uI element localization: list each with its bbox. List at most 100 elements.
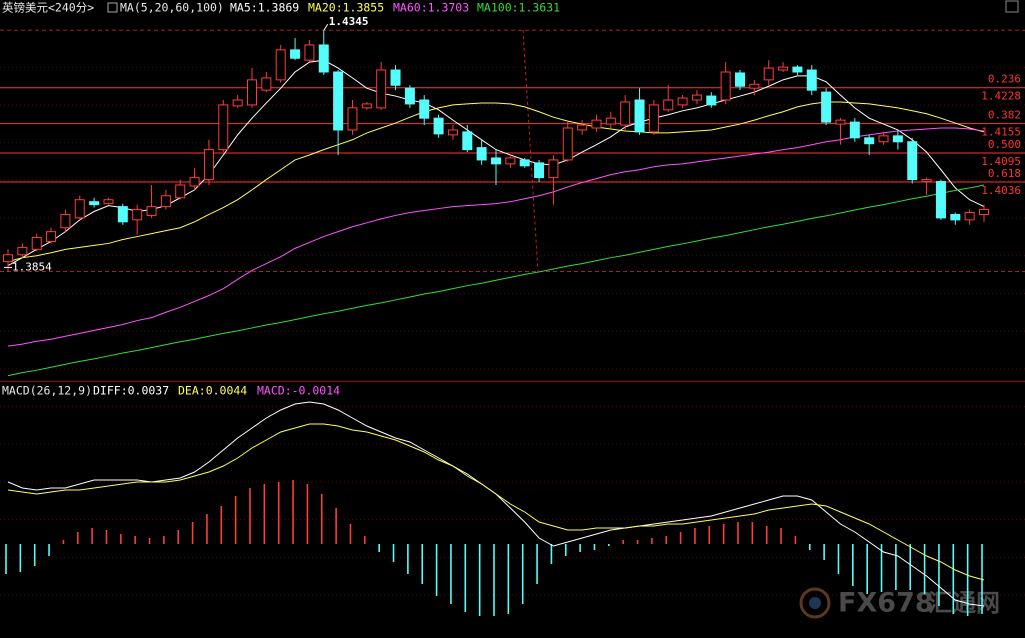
watermark-brand: FX678 (838, 588, 934, 619)
candle-body (749, 83, 760, 89)
candle-body (691, 94, 702, 101)
fib-ratio-label: 0.500 (988, 138, 1021, 151)
candle-body (979, 209, 989, 215)
fib-ratio-label: 0.236 (988, 73, 1021, 86)
fib-ratio-label: 0.618 (988, 167, 1021, 180)
candle-body (505, 157, 516, 165)
candle-body (663, 99, 674, 111)
candle-body (892, 135, 903, 143)
candle-body (203, 149, 214, 181)
macd-title: MACD(26,12,9) (2, 384, 92, 398)
candle-body (60, 213, 71, 229)
fib-ratio-label: 0.382 (988, 109, 1021, 122)
candle-body (462, 131, 473, 151)
candle-body (519, 159, 530, 167)
legend-entry: MA100:1.3631 (477, 1, 560, 15)
watermark-logo (809, 597, 821, 609)
candle-body (376, 69, 387, 109)
candle-body (89, 201, 100, 206)
legend-entry: MACD:-0.0014 (257, 384, 340, 398)
candle-body (821, 91, 832, 123)
indicator-label: MA(5,20,60,100) (120, 1, 224, 15)
candle-body (390, 69, 401, 86)
candle-body (74, 199, 85, 219)
ma-line (7, 184, 985, 377)
candle-body (189, 177, 200, 187)
candle-body (218, 104, 229, 151)
fib-price-label: 1.4095 (981, 155, 1021, 168)
high-pointer (323, 23, 329, 31)
candle-body (849, 121, 860, 139)
grid-pattern (0, 400, 1025, 632)
candle-body (103, 199, 114, 205)
watermark-logo (799, 587, 831, 619)
candle-body (333, 71, 344, 131)
candle-body (907, 141, 918, 181)
candle-body (419, 99, 430, 119)
candle-body (921, 179, 932, 183)
candle-body (878, 135, 889, 143)
candle-body (620, 101, 631, 126)
candle-body (562, 127, 573, 161)
candle-body (720, 71, 731, 101)
candle-body (763, 67, 774, 81)
candle-body (290, 49, 301, 59)
candle-body (577, 124, 588, 131)
fib-price-label: 1.4228 (981, 90, 1021, 103)
candle-body (950, 213, 961, 221)
candle-body (491, 157, 501, 165)
candle-body (304, 44, 315, 61)
candle-body (160, 195, 171, 208)
candle-body (318, 44, 329, 73)
candle-body (146, 206, 157, 216)
candle-body (634, 99, 645, 133)
candle-body (361, 103, 372, 109)
candle-body (117, 206, 128, 223)
candle-body (677, 97, 688, 106)
indicator-icon (107, 2, 118, 13)
candle-body (806, 69, 817, 91)
candle-body (648, 104, 659, 133)
trend-line (522, 29, 539, 273)
candle-body (735, 72, 745, 87)
high-label: 1.4345 (329, 15, 369, 28)
candle-body (447, 129, 458, 136)
candle-body (17, 246, 28, 256)
chart-title: 英镑美元<240分> (2, 1, 94, 15)
legend-entry: MA5:1.3869 (230, 1, 299, 15)
candle-body (706, 95, 717, 106)
candle-body (3, 254, 13, 263)
panel-button[interactable] (1005, 0, 1019, 13)
candle-body (792, 66, 803, 73)
candle-body (347, 107, 358, 131)
candle-body (476, 147, 487, 161)
candle-body (46, 231, 57, 242)
ma-line (7, 127, 985, 347)
candle-body (534, 162, 545, 179)
watermark: FX678 汇通网 (799, 587, 1000, 619)
candle-body (835, 119, 846, 125)
candle-body (132, 209, 143, 221)
low-label: 1.3854 (12, 260, 52, 273)
candle-body (964, 211, 975, 221)
candle-body (275, 49, 286, 81)
candle-body (232, 99, 243, 107)
legend-entry: MA20:1.3855 (308, 1, 384, 15)
candle-body (433, 117, 444, 135)
candle-body (778, 66, 789, 71)
candle-body (591, 119, 602, 129)
legend-entry: DIFF:0.0037 (93, 384, 169, 398)
candle-body (175, 184, 186, 199)
candle-body (247, 79, 257, 106)
fib-price-label: 1.4155 (981, 126, 1021, 139)
candle-body (404, 87, 415, 105)
candle-body (261, 77, 272, 91)
candle-body (31, 237, 42, 250)
candle-body (605, 117, 616, 125)
legend-entry: DEA:0.0044 (178, 384, 247, 398)
legend-entry: MA60:1.3703 (393, 1, 469, 15)
candle-body (935, 181, 946, 219)
macd-line (7, 423, 985, 581)
